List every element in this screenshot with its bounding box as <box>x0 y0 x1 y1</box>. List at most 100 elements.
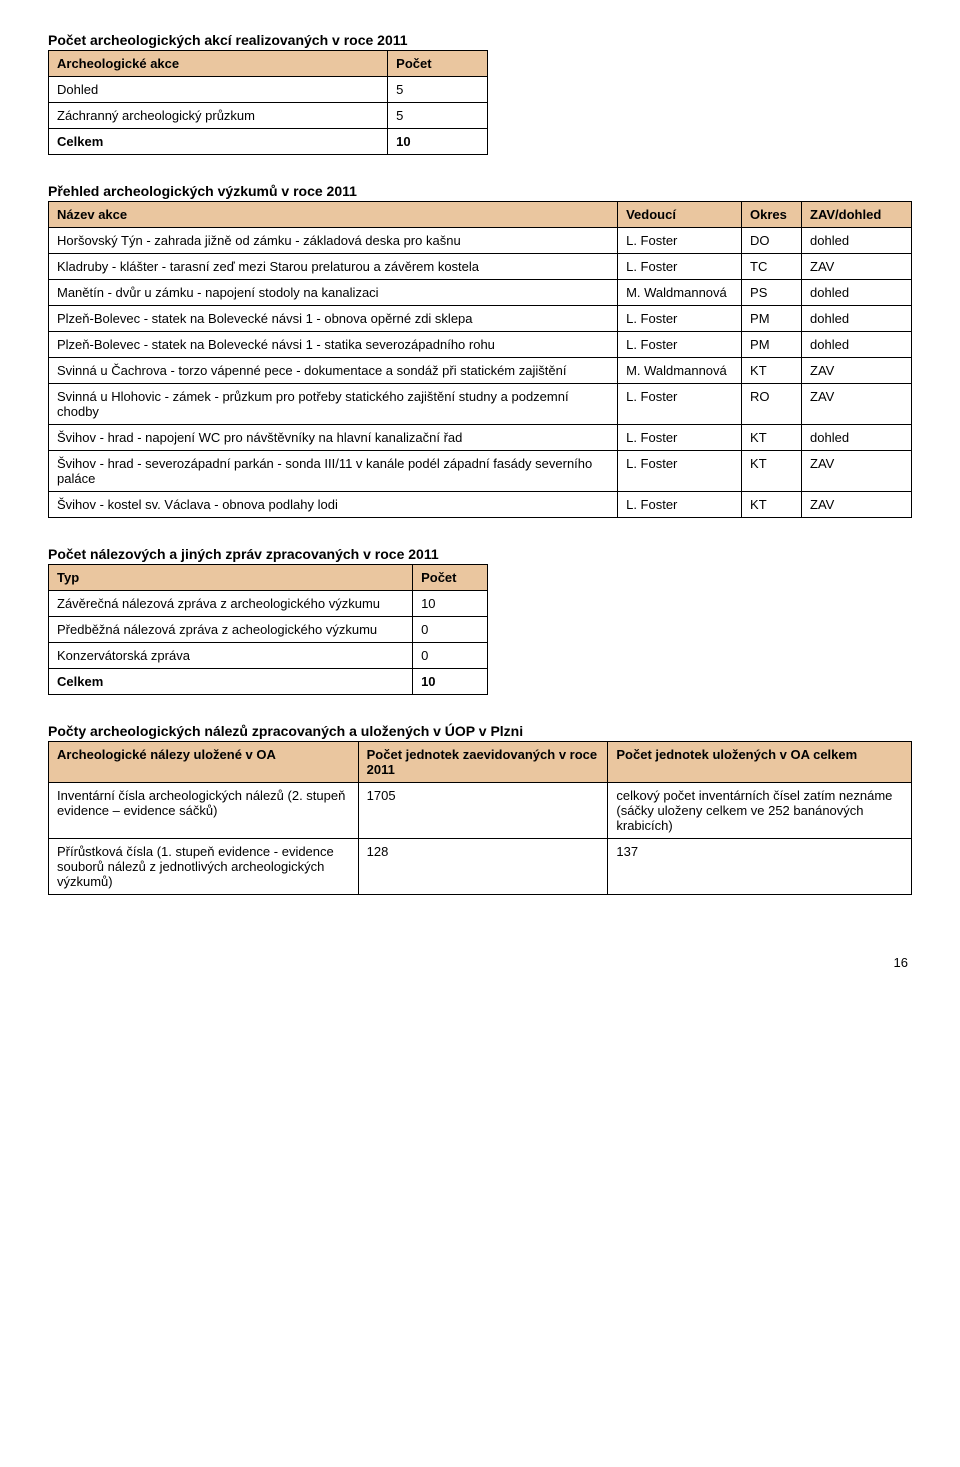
table-header-row: Název akce Vedoucí Okres ZAV/dohled <box>49 202 912 228</box>
table-header-row: Archeologické akce Počet <box>49 51 488 77</box>
table-row: Plzeň-Bolevec - statek na Bolevecké návs… <box>49 332 912 358</box>
cell-name: Kladruby - klášter - tarasní zeď mezi St… <box>49 254 618 280</box>
row-value: 0 <box>413 643 488 669</box>
cell-lead: L. Foster <box>618 306 742 332</box>
total-label: Celkem <box>49 129 388 155</box>
table-row: Švihov - kostel sv. Václava - obnova pod… <box>49 492 912 518</box>
table-row: Manětín - dvůr u zámku - napojení stodol… <box>49 280 912 306</box>
cell-c1: Přírůstková čísla (1. stupeň evidence - … <box>49 839 359 895</box>
total-label: Celkem <box>49 669 413 695</box>
cell-lead: L. Foster <box>618 492 742 518</box>
table-row: Předběžná nálezová zpráva z acheologické… <box>49 617 488 643</box>
row-label: Závěrečná nálezová zpráva z archeologick… <box>49 591 413 617</box>
cell-district: RO <box>742 384 802 425</box>
table-row: Plzeň-Bolevec - statek na Bolevecké návs… <box>49 306 912 332</box>
header-name: Archeologické akce <box>49 51 388 77</box>
table-row: Inventární čísla archeologických nálezů … <box>49 783 912 839</box>
cell-district: PM <box>742 306 802 332</box>
cell-name: Manětín - dvůr u zámku - napojení stodol… <box>49 280 618 306</box>
header-count: Počet <box>388 51 488 77</box>
cell-district: TC <box>742 254 802 280</box>
header-name: Název akce <box>49 202 618 228</box>
row-label: Předběžná nálezová zpráva z acheologické… <box>49 617 413 643</box>
header-col2: Počet jednotek zaevidovaných v roce 2011 <box>358 742 608 783</box>
cell-type: dohled <box>802 332 912 358</box>
cell-c2: 1705 <box>358 783 608 839</box>
row-value: 10 <box>413 591 488 617</box>
cell-lead: M. Waldmannová <box>618 358 742 384</box>
cell-district: KT <box>742 492 802 518</box>
table-row: Kladruby - klášter - tarasní zeď mezi St… <box>49 254 912 280</box>
table-row: Závěrečná nálezová zpráva z archeologick… <box>49 591 488 617</box>
header-col1: Archeologické nálezy uložené v OA <box>49 742 359 783</box>
table-row: Svinná u Čachrova - torzo vápenné pece -… <box>49 358 912 384</box>
section2-title: Přehled archeologických výzkumů v roce 2… <box>48 183 912 199</box>
section3-title: Počet nálezových a jiných zpráv zpracova… <box>48 546 912 562</box>
cell-c1: Inventární čísla archeologických nálezů … <box>49 783 359 839</box>
section1-title: Počet archeologických akcí realizovaných… <box>48 32 912 48</box>
cell-lead: L. Foster <box>618 332 742 358</box>
header-type: Typ <box>49 565 413 591</box>
section4-title: Počty archeologických nálezů zpracovanýc… <box>48 723 912 739</box>
row-value: 5 <box>388 103 488 129</box>
cell-lead: M. Waldmannová <box>618 280 742 306</box>
cell-name: Švihov - hrad - napojení WC pro návštěvn… <box>49 425 618 451</box>
cell-type: dohled <box>802 425 912 451</box>
cell-district: DO <box>742 228 802 254</box>
row-value: 5 <box>388 77 488 103</box>
section3-table: Typ Počet Závěrečná nálezová zpráva z ar… <box>48 564 488 695</box>
cell-name: Svinná u Hlohovic - zámek - průzkum pro … <box>49 384 618 425</box>
cell-district: KT <box>742 425 802 451</box>
cell-type: dohled <box>802 280 912 306</box>
cell-type: dohled <box>802 228 912 254</box>
table-header-row: Typ Počet <box>49 565 488 591</box>
row-label: Konzervátorská zpráva <box>49 643 413 669</box>
page-number: 16 <box>48 955 912 970</box>
cell-c3: celkový počet inventárních čísel zatím n… <box>608 783 912 839</box>
table-total-row: Celkem10 <box>49 669 488 695</box>
row-label: Dohled <box>49 77 388 103</box>
cell-name: Švihov - kostel sv. Václava - obnova pod… <box>49 492 618 518</box>
table-row: Konzervátorská zpráva0 <box>49 643 488 669</box>
cell-district: PM <box>742 332 802 358</box>
cell-lead: L. Foster <box>618 451 742 492</box>
table-row: Svinná u Hlohovic - zámek - průzkum pro … <box>49 384 912 425</box>
cell-type: dohled <box>802 306 912 332</box>
row-label: Záchranný archeologický průzkum <box>49 103 388 129</box>
cell-type: ZAV <box>802 384 912 425</box>
cell-c2: 128 <box>358 839 608 895</box>
table-row: Přírůstková čísla (1. stupeň evidence - … <box>49 839 912 895</box>
cell-district: KT <box>742 358 802 384</box>
header-district: Okres <box>742 202 802 228</box>
table-header-row: Archeologické nálezy uložené v OA Počet … <box>49 742 912 783</box>
section4-table: Archeologické nálezy uložené v OA Počet … <box>48 741 912 895</box>
section1-table: Archeologické akce Počet Dohled 5 Záchra… <box>48 50 488 155</box>
header-count: Počet <box>413 565 488 591</box>
cell-lead: L. Foster <box>618 228 742 254</box>
table-row: Švihov - hrad - napojení WC pro návštěvn… <box>49 425 912 451</box>
header-col3: Počet jednotek uložených v OA celkem <box>608 742 912 783</box>
total-value: 10 <box>388 129 488 155</box>
cell-district: PS <box>742 280 802 306</box>
table-row: Záchranný archeologický průzkum 5 <box>49 103 488 129</box>
header-type: ZAV/dohled <box>802 202 912 228</box>
section2-table: Název akce Vedoucí Okres ZAV/dohled Horš… <box>48 201 912 518</box>
table-row: Švihov - hrad - severozápadní parkán - s… <box>49 451 912 492</box>
cell-name: Plzeň-Bolevec - statek na Bolevecké návs… <box>49 306 618 332</box>
cell-lead: L. Foster <box>618 254 742 280</box>
cell-name: Svinná u Čachrova - torzo vápenné pece -… <box>49 358 618 384</box>
cell-lead: L. Foster <box>618 425 742 451</box>
cell-c3: 137 <box>608 839 912 895</box>
cell-name: Horšovský Týn - zahrada jižně od zámku -… <box>49 228 618 254</box>
cell-district: KT <box>742 451 802 492</box>
cell-lead: L. Foster <box>618 384 742 425</box>
cell-name: Plzeň-Bolevec - statek na Bolevecké návs… <box>49 332 618 358</box>
cell-name: Švihov - hrad - severozápadní parkán - s… <box>49 451 618 492</box>
cell-type: ZAV <box>802 254 912 280</box>
table-row: Dohled 5 <box>49 77 488 103</box>
cell-type: ZAV <box>802 358 912 384</box>
cell-type: ZAV <box>802 492 912 518</box>
table-row: Horšovský Týn - zahrada jižně od zámku -… <box>49 228 912 254</box>
cell-type: ZAV <box>802 451 912 492</box>
table-total-row: Celkem 10 <box>49 129 488 155</box>
